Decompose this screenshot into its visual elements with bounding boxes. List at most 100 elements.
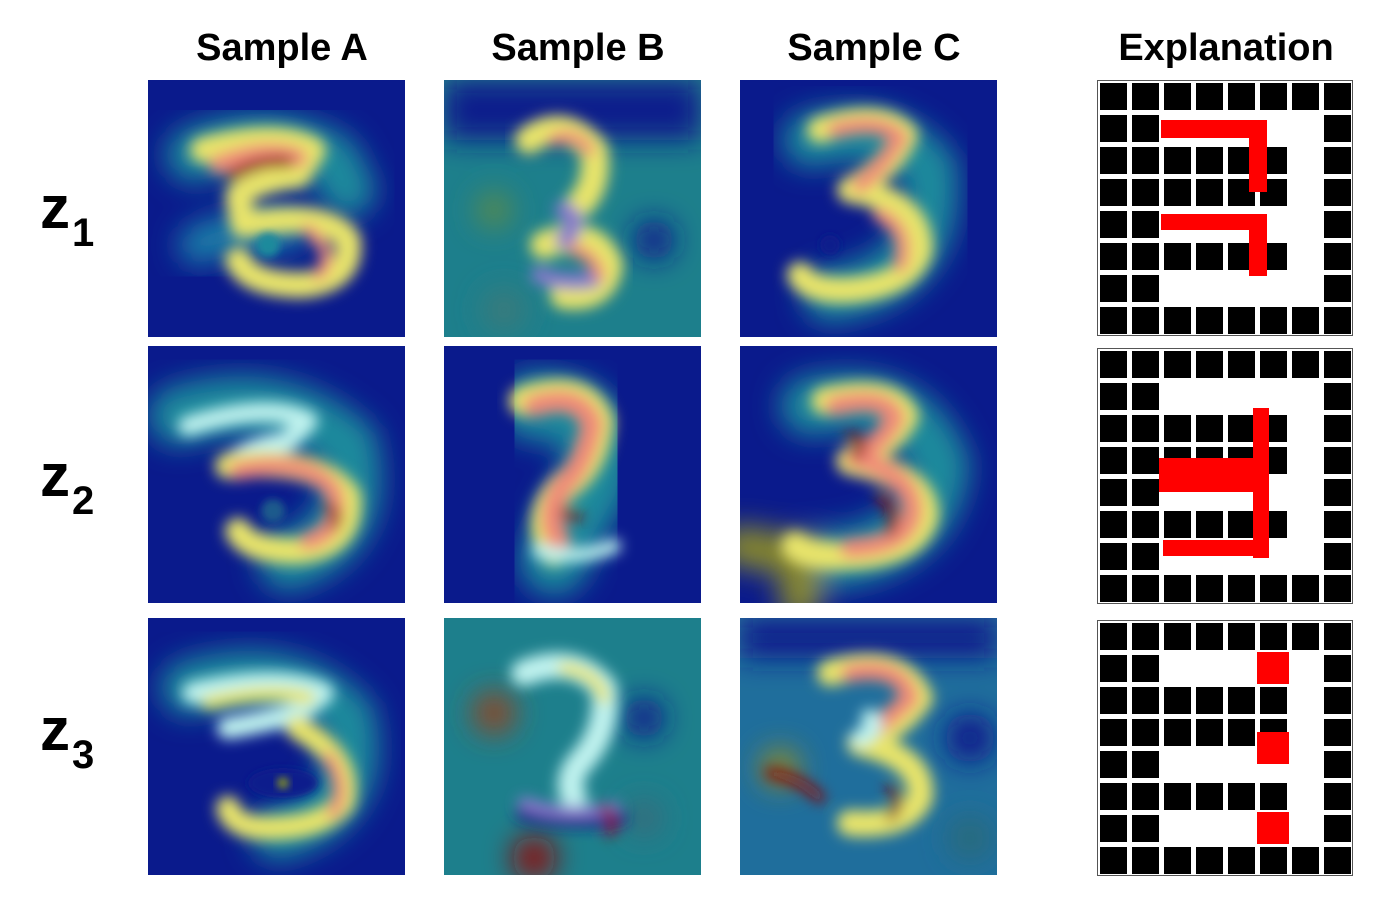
grid-cell-black <box>1132 447 1159 474</box>
grid-cell-black <box>1292 575 1319 602</box>
grid-cell-black <box>1228 351 1255 378</box>
grid-cell-black <box>1100 687 1127 714</box>
grid-cell-black <box>1164 575 1191 602</box>
grid-cell-black <box>1132 211 1159 238</box>
grid-cell-black <box>1132 383 1159 410</box>
highlight-stroke <box>1257 652 1289 684</box>
grid-cell-black <box>1324 447 1351 474</box>
grid-cell-black <box>1260 307 1287 334</box>
grid-cell-black <box>1228 719 1255 746</box>
grid-cell-black <box>1324 511 1351 538</box>
grid-cell-black <box>1164 243 1191 270</box>
grid-cell-black <box>1132 543 1159 570</box>
grid-cell-black <box>1100 383 1127 410</box>
grid-cell-black <box>1132 783 1159 810</box>
grid-cell-black <box>1324 147 1351 174</box>
heatmap-z3-sample-a <box>148 618 405 875</box>
explanation-grid-z2 <box>1097 348 1353 604</box>
row-label-index: 1 <box>72 211 95 255</box>
grid-cell-black <box>1164 307 1191 334</box>
grid-cell-black <box>1100 815 1127 842</box>
grid-cell-black <box>1260 847 1287 874</box>
row-label-var: z <box>40 442 70 509</box>
grid-cell-black <box>1260 687 1287 714</box>
heatmap-z3-sample-b <box>444 618 701 875</box>
grid-cell-black <box>1132 719 1159 746</box>
grid-cell-black <box>1100 243 1127 270</box>
highlight-stroke <box>1161 120 1267 138</box>
grid-cell-black <box>1196 307 1223 334</box>
heatmap-z1-sample-b <box>444 80 701 337</box>
highlight-stroke <box>1163 540 1269 556</box>
grid-cell-black <box>1228 511 1255 538</box>
grid-cell-black <box>1324 83 1351 110</box>
grid-cell-black <box>1292 623 1319 650</box>
row-label-z1: z1 <box>40 178 130 263</box>
grid-cell-black <box>1132 479 1159 506</box>
grid-cell-black <box>1292 351 1319 378</box>
grid-cell-black <box>1132 815 1159 842</box>
grid-cell-black <box>1228 847 1255 874</box>
grid-cell-black <box>1292 847 1319 874</box>
grid-cell-black <box>1164 719 1191 746</box>
grid-cell-black <box>1324 179 1351 206</box>
heatmap-z1-sample-c <box>740 80 997 337</box>
grid-cell-black <box>1100 575 1127 602</box>
grid-cell-black <box>1324 575 1351 602</box>
grid-cell-black <box>1132 575 1159 602</box>
grid-cell-black <box>1100 783 1127 810</box>
heatmap-z3-sample-c <box>740 618 997 875</box>
grid-cell-black <box>1196 147 1223 174</box>
grid-cell-black <box>1100 147 1127 174</box>
column-header-explanation: Explanation <box>1118 27 1334 69</box>
grid-cell-black <box>1100 479 1127 506</box>
grid-cell-black <box>1132 351 1159 378</box>
row-label-index: 3 <box>72 733 95 777</box>
heatmap-z2-sample-b <box>444 346 701 603</box>
grid-cell-black <box>1196 243 1223 270</box>
row-label-z2: z2 <box>40 446 130 531</box>
grid-cell-black <box>1164 687 1191 714</box>
grid-cell-black <box>1324 211 1351 238</box>
grid-cell-black <box>1100 655 1127 682</box>
grid-cell-black <box>1196 351 1223 378</box>
grid-cell-black <box>1164 623 1191 650</box>
grid-cell-black <box>1324 243 1351 270</box>
grid-cell-black <box>1100 719 1127 746</box>
column-header-sample-c: Sample C <box>787 27 961 69</box>
grid-cell-black <box>1100 115 1127 142</box>
grid-cell-black <box>1196 575 1223 602</box>
grid-cell-black <box>1260 623 1287 650</box>
grid-cell-black <box>1196 511 1223 538</box>
grid-cell-black <box>1228 783 1255 810</box>
grid-cell-black <box>1100 751 1127 778</box>
grid-cell-black <box>1132 751 1159 778</box>
grid-cell-black <box>1100 211 1127 238</box>
grid-cell-black <box>1100 83 1127 110</box>
grid-cell-black <box>1260 575 1287 602</box>
highlight-stroke <box>1257 812 1289 844</box>
grid-cell-black <box>1196 847 1223 874</box>
grid-cell-black <box>1100 179 1127 206</box>
grid-cell-black <box>1164 511 1191 538</box>
grid-cell-black <box>1100 415 1127 442</box>
grid-cell-black <box>1228 575 1255 602</box>
grid-cell-black <box>1324 479 1351 506</box>
grid-cell-black <box>1292 307 1319 334</box>
grid-cell-black <box>1164 847 1191 874</box>
grid-cell-black <box>1132 307 1159 334</box>
grid-cell-black <box>1228 83 1255 110</box>
grid-cell-black <box>1228 415 1255 442</box>
column-header-sample-b: Sample B <box>491 27 665 69</box>
grid-cell-black <box>1260 351 1287 378</box>
grid-cell-black <box>1164 415 1191 442</box>
grid-cell-black <box>1132 179 1159 206</box>
grid-cell-black <box>1132 655 1159 682</box>
grid-cell-black <box>1228 307 1255 334</box>
explanation-grid-z1 <box>1097 80 1353 336</box>
grid-cell-black <box>1100 275 1127 302</box>
column-header-sample-a: Sample A <box>196 27 368 69</box>
grid-cell-black <box>1132 115 1159 142</box>
grid-cell-black <box>1164 147 1191 174</box>
grid-cell-black <box>1100 511 1127 538</box>
